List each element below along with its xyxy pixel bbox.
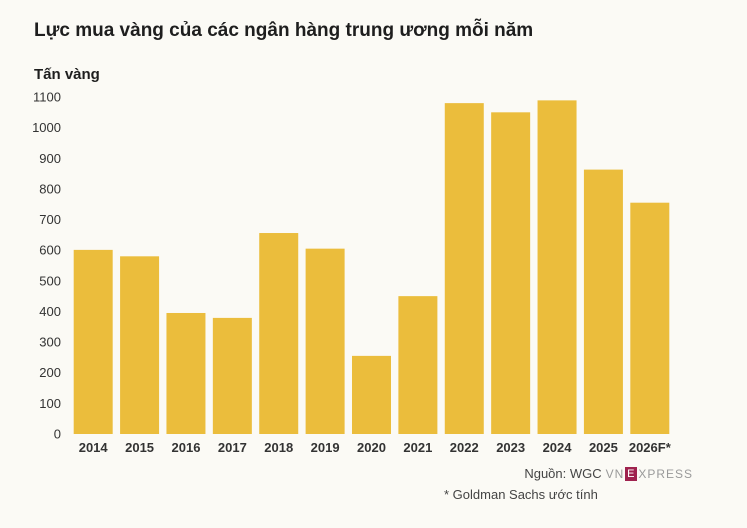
vnexpress-logo: VN E XPRESS bbox=[605, 466, 693, 481]
bar bbox=[491, 112, 531, 435]
y-tick-label: 0 bbox=[54, 427, 61, 442]
source-text: Nguồn: WGC bbox=[524, 466, 602, 481]
bar bbox=[583, 169, 623, 434]
bar bbox=[120, 256, 160, 434]
logo-text-left: VN bbox=[605, 466, 625, 481]
y-tick-label: 100 bbox=[39, 396, 61, 411]
x-tick-label: 2018 bbox=[264, 440, 293, 455]
y-tick-label: 1100 bbox=[33, 90, 61, 105]
x-tick-label: 2024 bbox=[543, 440, 573, 455]
x-axis-ticks: 2014 2015 2016 2017 2018 2019 2020 2021 2022 2023… bbox=[79, 440, 672, 455]
x-tick-label: 2026F* bbox=[629, 440, 672, 455]
x-tick-label: 2023 bbox=[496, 440, 525, 455]
logo-e-box: E bbox=[625, 466, 638, 481]
bar bbox=[259, 233, 299, 434]
x-tick-label: 2025 bbox=[589, 440, 618, 455]
x-tick-label: 2015 bbox=[125, 440, 154, 455]
bar bbox=[352, 355, 391, 434]
chart-title: Lực mua vàng của các ngân hàng trung ươn… bbox=[34, 20, 534, 41]
y-tick-label: 600 bbox=[39, 243, 61, 258]
x-tick-label: 2020 bbox=[357, 440, 386, 455]
x-tick-label: 2019 bbox=[311, 440, 340, 455]
bar bbox=[166, 312, 206, 434]
y-axis-ticks: 0 100 200 300 400 500 600 700 800 900 1000 1100 bbox=[32, 90, 61, 442]
bar bbox=[305, 248, 345, 434]
bars bbox=[73, 100, 670, 435]
y-tick-label: 800 bbox=[39, 181, 61, 196]
bar bbox=[212, 317, 252, 434]
x-tick-label: 2017 bbox=[218, 440, 247, 455]
y-tick-label: 900 bbox=[39, 151, 61, 166]
x-tick-label: 2014 bbox=[79, 440, 109, 455]
x-tick-label: 2021 bbox=[403, 440, 432, 455]
y-tick-label: 400 bbox=[39, 304, 61, 319]
x-tick-label: 2016 bbox=[172, 440, 201, 455]
y-tick-label: 500 bbox=[39, 273, 61, 288]
bar bbox=[398, 296, 438, 434]
y-tick-label: 700 bbox=[39, 212, 61, 227]
bar bbox=[630, 202, 670, 434]
bar bbox=[537, 100, 577, 435]
y-tick-label: 1000 bbox=[32, 120, 61, 135]
source-line: Nguồn: WGC VN E XPRESS bbox=[524, 466, 693, 481]
y-tick-label: 300 bbox=[39, 335, 61, 350]
logo-text-right: XPRESS bbox=[638, 466, 693, 481]
y-tick-label: 200 bbox=[39, 365, 61, 380]
y-axis-label: Tấn vàng bbox=[34, 66, 100, 83]
x-tick-label: 2022 bbox=[450, 440, 479, 455]
footnote: * Goldman Sachs ước tính bbox=[444, 487, 598, 502]
bar bbox=[444, 103, 484, 435]
bar bbox=[73, 249, 113, 434]
